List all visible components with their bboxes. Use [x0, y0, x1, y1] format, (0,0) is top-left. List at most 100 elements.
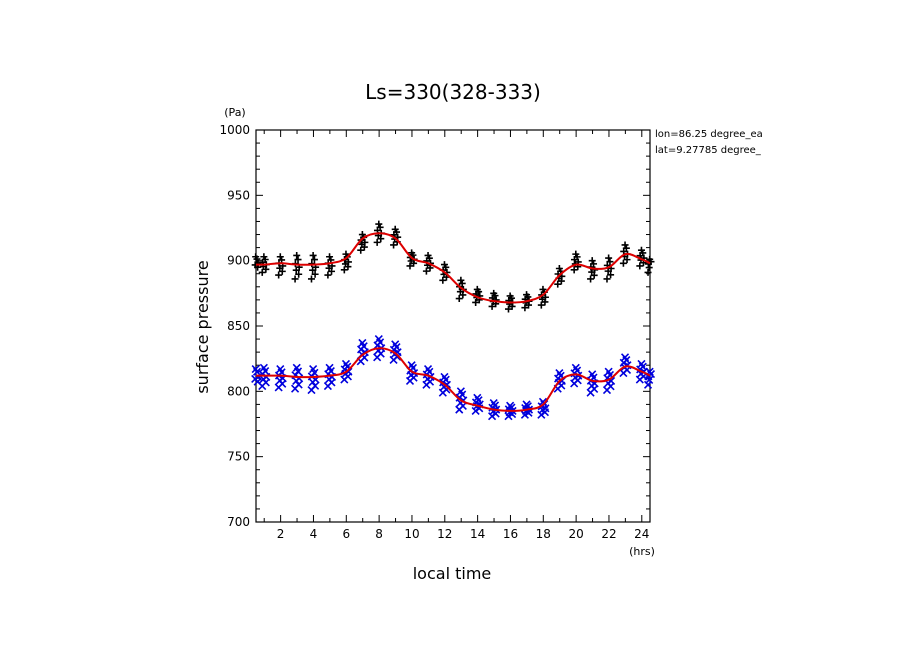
data-point-plus [455, 295, 463, 303]
data-point-cross [309, 365, 318, 374]
data-point-plus [376, 223, 384, 231]
x-tick-label: 14 [470, 527, 485, 541]
fit-line [255, 232, 651, 304]
data-point-cross [423, 365, 433, 374]
data-point-plus [373, 238, 381, 246]
y-tick-label: 850 [227, 319, 250, 333]
y-tick-label: 700 [227, 515, 250, 529]
data-point-cross [276, 365, 285, 374]
data-point-cross [358, 338, 367, 348]
data-point-plus [644, 268, 652, 276]
data-point-plus [539, 285, 547, 293]
data-point-cross [506, 401, 515, 410]
x-tick-label: 22 [601, 527, 616, 541]
x-tick-label: 2 [277, 527, 285, 541]
data-point-cross [489, 399, 498, 408]
data-point-plus [275, 271, 283, 279]
fit-line [256, 347, 651, 412]
data-point-plus [473, 285, 481, 293]
data-point-cross [588, 370, 597, 379]
data-point-plus [607, 271, 615, 279]
y-tick-label: 950 [227, 188, 250, 202]
data-point-plus [439, 276, 447, 284]
data-point-plus [458, 279, 466, 287]
data-point-plus [621, 241, 629, 249]
data-point-plus [422, 267, 430, 275]
data-point-plus [276, 253, 284, 261]
data-point-plus [278, 256, 286, 264]
x-tick-label: 20 [568, 527, 583, 541]
x-tick-label: 24 [634, 527, 649, 541]
data-point-plus [504, 305, 512, 313]
data-point-cross [374, 335, 383, 344]
data-point-cross [259, 363, 268, 372]
data-point-cross [456, 387, 465, 396]
data-point-cross [251, 365, 260, 374]
x-axis-unit: (hrs) [629, 545, 655, 558]
data-point-plus [636, 262, 644, 270]
data-point-plus [375, 220, 383, 228]
data-point-plus [357, 246, 365, 254]
data-points [251, 220, 656, 421]
y-tick-label: 750 [227, 450, 250, 464]
x-tick-label: 8 [375, 527, 383, 541]
data-point-plus [588, 257, 596, 265]
data-point-plus [258, 268, 266, 276]
data-point-cross [522, 400, 531, 409]
data-point-plus [554, 280, 562, 288]
data-point-cross [604, 367, 613, 376]
data-point-plus [506, 292, 514, 300]
data-point-plus [570, 266, 578, 274]
x-tick-label: 10 [404, 527, 419, 541]
data-point-plus [344, 258, 352, 266]
annotation-latitude: lat=9.27785 degree_ [655, 145, 762, 156]
fit-lines [255, 232, 651, 412]
chart-title: Ls=330(328-333) [365, 80, 541, 104]
data-point-plus [307, 275, 315, 283]
data-point-cross [341, 359, 351, 368]
data-point-plus [342, 250, 350, 258]
data-point-plus [252, 253, 260, 261]
data-point-plus [637, 246, 645, 254]
data-point-plus [587, 275, 595, 283]
data-point-cross [407, 361, 416, 370]
data-point-plus [523, 291, 531, 299]
data-point-plus [457, 276, 465, 284]
data-point-plus [555, 265, 563, 273]
data-point-plus [488, 302, 496, 310]
data-point-plus [406, 262, 414, 270]
x-tick-label: 6 [342, 527, 350, 541]
data-point-cross [292, 363, 301, 372]
data-point-cross [637, 359, 646, 368]
data-point-cross [473, 393, 482, 402]
data-point-plus [361, 238, 369, 246]
data-point-plus [424, 251, 432, 259]
data-point-plus [291, 275, 299, 283]
data-point-plus [324, 271, 332, 279]
plot-frame [255, 129, 651, 523]
data-point-plus [310, 256, 318, 264]
data-point-plus [541, 293, 549, 301]
data-point-plus [309, 251, 317, 259]
data-point-plus [295, 270, 303, 278]
data-point-plus [591, 266, 599, 274]
data-point-cross [571, 363, 580, 372]
y-tick-label: 1000 [219, 123, 250, 137]
data-point-plus [537, 301, 545, 309]
y-axis-label: surface pressure [193, 260, 212, 393]
data-point-cross [440, 372, 449, 382]
data-point-cross [620, 353, 630, 362]
y-tick-label: 800 [227, 384, 250, 398]
data-point-plus [440, 261, 448, 269]
data-point-cross [391, 340, 400, 349]
data-point-plus [619, 259, 627, 267]
data-point-plus [260, 253, 268, 261]
data-point-plus [622, 244, 630, 252]
data-point-plus [293, 251, 301, 259]
data-point-cross [325, 363, 334, 372]
x-axis-label: local time [413, 564, 492, 583]
data-point-plus [408, 249, 416, 257]
data-point-plus [358, 231, 366, 239]
